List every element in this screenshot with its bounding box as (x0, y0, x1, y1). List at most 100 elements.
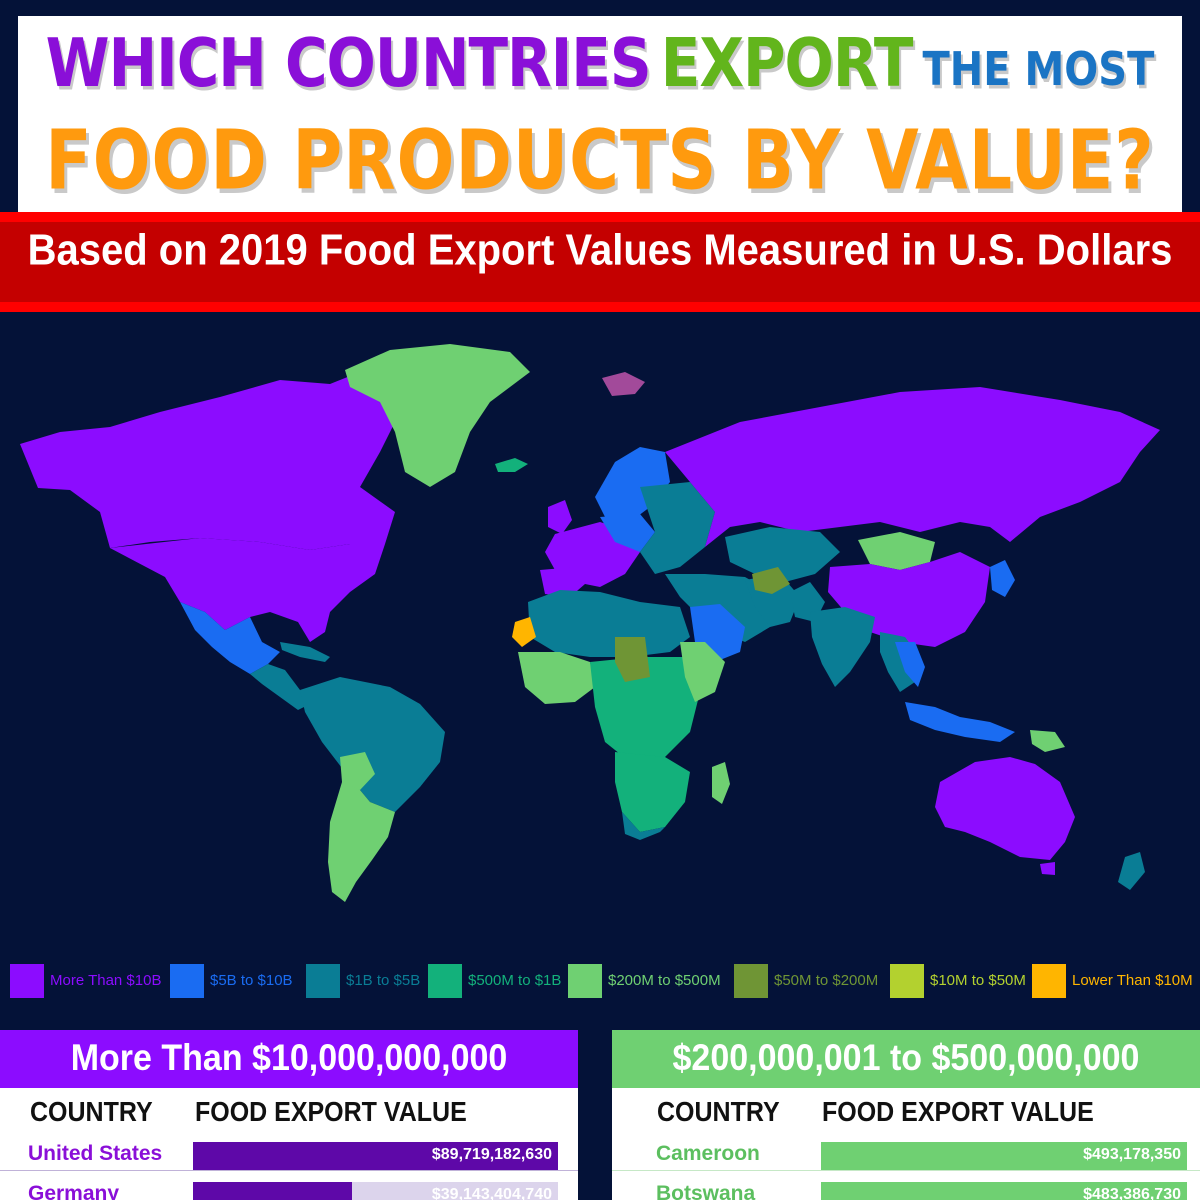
region-south-africa (622, 812, 665, 840)
europe (540, 447, 715, 597)
subtitle-banner: Based on 2019 Food Export Values Measure… (0, 212, 1200, 312)
panel-title: $200,000,001 to $500,000,000 (612, 1037, 1200, 1079)
africa (512, 590, 730, 840)
region-south-america-south (328, 772, 395, 902)
row-bar (193, 1182, 353, 1200)
column-header-country: COUNTRY (657, 1096, 780, 1128)
legend-label-lt10m: Lower Than $10M (1072, 972, 1193, 989)
region-scandinavia (595, 447, 670, 527)
panel-more-than-10b: More Than $10,000,000,000 COUNTRY FOOD E… (0, 1030, 578, 1200)
row-divider (0, 1170, 578, 1171)
column-header-value-label: FOOD EXPORT VALUE (195, 1096, 467, 1128)
panel-header: $200,000,001 to $500,000,000 (612, 1030, 1200, 1088)
legend-label-5b-10b: $5B to $10B (210, 972, 293, 989)
legend-label-200m-500m: $200M to $500M (608, 972, 721, 989)
table-row: United States $89,719,182,630 (0, 1136, 578, 1176)
row-bar (193, 1142, 558, 1170)
legend-label-gt10b: More Than $10B (50, 972, 162, 989)
column-header-value: FOOD EXPORT VALUE (822, 1096, 1094, 1128)
row-bar-track: $89,719,182,630 (193, 1142, 558, 1170)
subtitle-label: Based on 2019 Food Export Values Measure… (27, 225, 1173, 275)
region-korea-japan (990, 560, 1015, 597)
panel-title-label: $200,000,001 to $500,000,000 (672, 1037, 1140, 1079)
row-country: Cameroon (656, 1142, 760, 1165)
region-tasmania (1040, 862, 1055, 875)
column-header-country: COUNTRY (30, 1096, 153, 1128)
region-chad (615, 637, 650, 682)
region-iberia (540, 567, 585, 597)
row-value: $493,178,350 (1083, 1146, 1181, 1163)
legend-swatch-1b-5b (306, 964, 340, 998)
column-header-value-label: FOOD EXPORT VALUE (822, 1096, 1094, 1128)
row-bar (821, 1182, 1187, 1200)
map-legend: More Than $10B $5B to $10B $1B to $5B $5… (10, 963, 1200, 999)
region-thailand-vietnam (895, 642, 925, 687)
region-afghanistan (752, 567, 790, 594)
panel-header: More Than $10,000,000,000 (0, 1030, 578, 1088)
row-country: Germany (28, 1182, 120, 1200)
region-indonesia (905, 702, 1015, 742)
region-kazakhstan (725, 527, 840, 582)
row-value: $483,386,730 (1083, 1186, 1181, 1200)
row-country: Botswana (656, 1182, 756, 1200)
row-value: $39,143,404,740 (431, 1186, 552, 1200)
title-which-countries: WHICH COUNTRIES (45, 23, 652, 103)
title-box: WHICH COUNTRIES EXPORT THE MOST FOOD PRODU… (18, 16, 1182, 212)
legend-label-1b-5b: $1B to $5B (346, 972, 421, 989)
region-new-zealand (1118, 852, 1145, 890)
legend-label-500m-1b: $500M to $1B (468, 972, 562, 989)
column-header-country-label: COUNTRY (657, 1096, 780, 1128)
legend-swatch-500m-1b (428, 964, 462, 998)
row-country: United States (28, 1142, 163, 1165)
legend-swatch-lt10m (1032, 964, 1066, 998)
legend-swatch-5b-10b (170, 964, 204, 998)
region-eastern-europe (640, 482, 715, 574)
row-bar-track: $493,178,350 (821, 1142, 1187, 1170)
region-caribbean (280, 642, 330, 662)
table-row: Cameroon $493,178,350 (612, 1136, 1200, 1176)
title-line-1: WHICH COUNTRIES EXPORT THE MOST (18, 30, 1182, 97)
oceania (935, 757, 1145, 890)
legend-swatch-200m-500m (568, 964, 602, 998)
region-greenland (345, 344, 530, 487)
legend-label-10m-50m: $10M to $50M (930, 972, 1026, 989)
region-western-sahara (512, 617, 536, 647)
region-north-africa (528, 590, 690, 657)
title-export: EXPORT (660, 23, 914, 103)
region-novaya-zemlya (602, 372, 645, 396)
column-header-value: FOOD EXPORT VALUE (195, 1096, 467, 1128)
region-madagascar (712, 762, 730, 804)
subtitle-text: Based on 2019 Food Export Values Measure… (0, 225, 1200, 275)
row-bar-track: $39,143,404,740 (193, 1182, 558, 1200)
row-divider (612, 1170, 1200, 1171)
table-row: Germany $39,143,404,740 (0, 1176, 578, 1200)
region-australia (935, 757, 1075, 860)
region-usa (110, 538, 385, 642)
region-russia (665, 387, 1160, 547)
region-canada (20, 372, 400, 550)
region-papua (1030, 730, 1065, 752)
region-central-africa (590, 657, 700, 762)
russia (602, 372, 1160, 547)
region-mongolia (858, 532, 935, 570)
region-germany-poland (600, 514, 655, 552)
table-row: Botswana $483,386,730 (612, 1176, 1200, 1200)
region-iceland (495, 458, 528, 472)
region-mexico (180, 602, 280, 674)
row-bar (821, 1142, 1187, 1170)
title-food-products: FOOD PRODUCTS BY VALUE? (45, 114, 1155, 209)
legend-label-50m-200m: $50M to $200M (774, 972, 879, 989)
subtitle-banner-inner (0, 222, 1200, 302)
asia (665, 527, 1065, 752)
region-uk (548, 500, 572, 534)
south-america (300, 677, 445, 902)
region-central-america (250, 664, 310, 710)
panel-title: More Than $10,000,000,000 (0, 1037, 578, 1079)
region-southern-africa (615, 752, 690, 832)
legend-swatch-gt10b (10, 964, 44, 998)
title-the-most: THE MOST (922, 43, 1155, 97)
title-line-2: FOOD PRODUCTS BY VALUE? (18, 121, 1182, 203)
region-india (810, 607, 875, 687)
column-header-country-label: COUNTRY (30, 1096, 153, 1128)
legend-swatch-50m-200m (734, 964, 768, 998)
